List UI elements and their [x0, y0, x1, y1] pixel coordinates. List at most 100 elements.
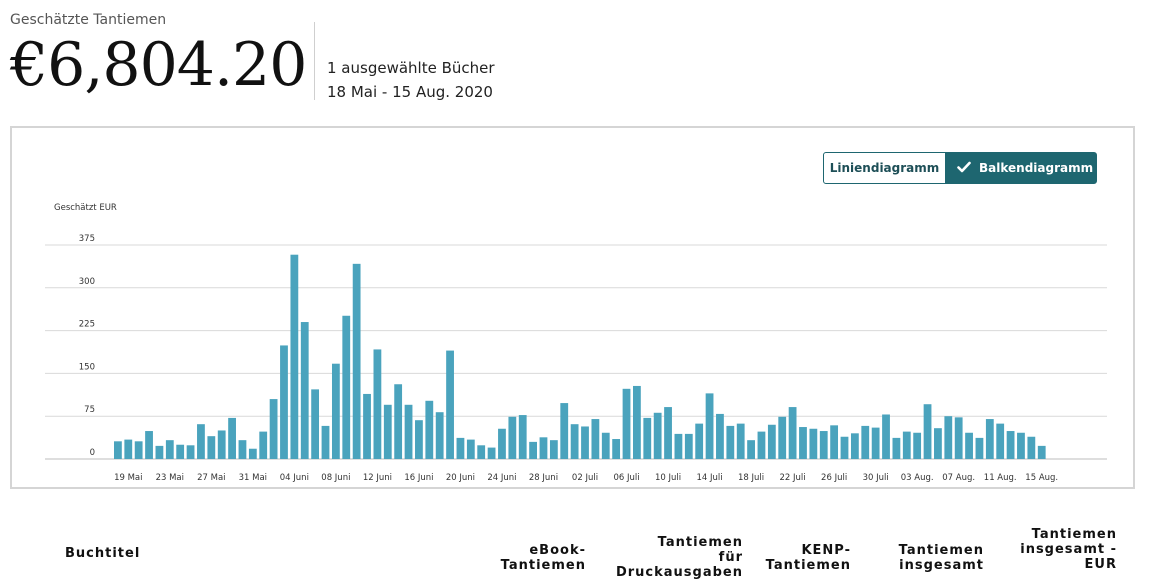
x-tick-label: 10 Juli: [655, 473, 681, 483]
bar: [280, 345, 288, 459]
bar: [892, 437, 901, 459]
bar: [830, 425, 839, 459]
y-tick-label: 75: [84, 405, 95, 415]
bar: [819, 431, 828, 459]
bar: [508, 416, 517, 459]
bar: [228, 417, 236, 459]
date-range: 18 Mai - 15 Aug. 2020: [327, 83, 493, 101]
estimate-label: Geschätzte Tantiemen: [10, 12, 167, 28]
x-tick-label: 30 Juli: [863, 473, 889, 483]
bar: [300, 322, 309, 459]
bar: [238, 440, 247, 459]
bar: [259, 431, 268, 459]
column-header-kenp[interactable]: KENP- Tantiemen: [765, 543, 851, 573]
x-tick-label: 28 Juni: [529, 473, 558, 483]
bar: [560, 403, 569, 459]
bar: [861, 425, 870, 459]
bar: [134, 441, 143, 459]
bar: [352, 263, 361, 459]
column-header-title[interactable]: Buchtitel: [65, 546, 141, 561]
column-header-total[interactable]: Tantiemen insgesamt: [898, 543, 984, 573]
bar: [664, 407, 672, 459]
checkmark-icon: [957, 161, 971, 176]
bar: [446, 350, 454, 459]
royalties-table-header: Buchtitel eBook- Tantiemen Tantiemen für…: [0, 527, 1150, 580]
column-header-total-eur[interactable]: Tantiemen insgesamt - EUR: [1020, 527, 1117, 572]
bar: [1017, 432, 1025, 459]
bar: [124, 439, 133, 459]
bar: [383, 404, 392, 459]
x-tick-label: 06 Juli: [613, 473, 639, 483]
x-tick-label: 19 Mai: [114, 473, 142, 483]
bar: [716, 413, 724, 459]
bar: [518, 415, 527, 459]
x-tick-label: 18 Juli: [738, 473, 764, 483]
bar: [456, 437, 465, 459]
y-axis-label: Geschätzt EUR: [54, 203, 117, 213]
column-header-ebook[interactable]: eBook- Tantiemen: [500, 543, 586, 573]
x-tick-label: 02 Juli: [572, 473, 598, 483]
bar: [404, 404, 413, 459]
bar: [425, 400, 434, 459]
bar: [633, 385, 641, 459]
bar: [726, 425, 735, 459]
bar: [581, 426, 589, 459]
bar: [934, 428, 942, 459]
x-tick-label: 04 Juni: [280, 473, 309, 483]
bar: [591, 419, 600, 459]
bar: [975, 437, 984, 459]
total-royalties-value: €6,804.20: [10, 30, 307, 100]
bar: [321, 425, 330, 459]
bar: [736, 423, 745, 459]
bar: [269, 399, 278, 459]
line-chart-button[interactable]: Liniendiagramm: [823, 152, 946, 184]
x-tick-label: 07 Aug.: [942, 473, 975, 483]
bar: [705, 393, 714, 459]
bar-chart-button[interactable]: Balkendiagramm: [946, 152, 1097, 184]
bar: [549, 440, 558, 459]
bar: [601, 432, 610, 459]
bar: [114, 441, 122, 459]
x-tick-label: 14 Juli: [696, 473, 722, 483]
bar-chart-button-label: Balkendiagramm: [979, 161, 1094, 175]
bar: [217, 430, 226, 459]
bar: [923, 404, 932, 459]
bar: [985, 419, 994, 459]
bar: [850, 433, 859, 459]
bar: [155, 445, 164, 459]
x-tick-label: 22 Juli: [780, 473, 806, 483]
bar: [197, 424, 205, 459]
x-tick-label: 11 Aug.: [984, 473, 1017, 483]
bar: [747, 440, 755, 459]
x-tick-label: 08 Juni: [321, 473, 350, 483]
bar: [913, 432, 922, 459]
chart-panel: Geschätzt EUR 0 75 150 225 300 375 19 Mai 23 Mai…: [10, 126, 1135, 489]
x-tick-label: 27 Mai: [197, 473, 225, 483]
bar: [1027, 436, 1036, 459]
bar: [674, 433, 683, 459]
bar: [477, 445, 486, 459]
bar: [207, 436, 216, 459]
bar: [767, 424, 776, 459]
bar: [788, 407, 797, 459]
bar: [529, 441, 537, 459]
bar: [487, 447, 496, 459]
x-tick-label: 23 Mai: [156, 473, 184, 483]
bar: [944, 416, 953, 459]
royalties-bar-chart: Geschätzt EUR 0 75 150 225 300 375 19 Mai 23 Mai…: [45, 203, 1107, 483]
bar: [809, 428, 818, 459]
x-tick-label: 16 Juni: [404, 473, 433, 483]
bar: [882, 414, 890, 459]
bar: [466, 439, 475, 459]
bar: [757, 431, 766, 459]
bar: [290, 254, 299, 459]
x-tick-label: 03 Aug.: [901, 473, 934, 483]
bar: [1037, 445, 1046, 459]
bar: [840, 436, 849, 459]
bar: [996, 423, 1005, 459]
bar: [778, 416, 787, 459]
column-header-print[interactable]: Tantiemen für Druckausgaben: [615, 535, 743, 580]
bar: [871, 427, 880, 459]
bar: [799, 427, 807, 459]
x-tick-label: 12 Juni: [363, 473, 392, 483]
